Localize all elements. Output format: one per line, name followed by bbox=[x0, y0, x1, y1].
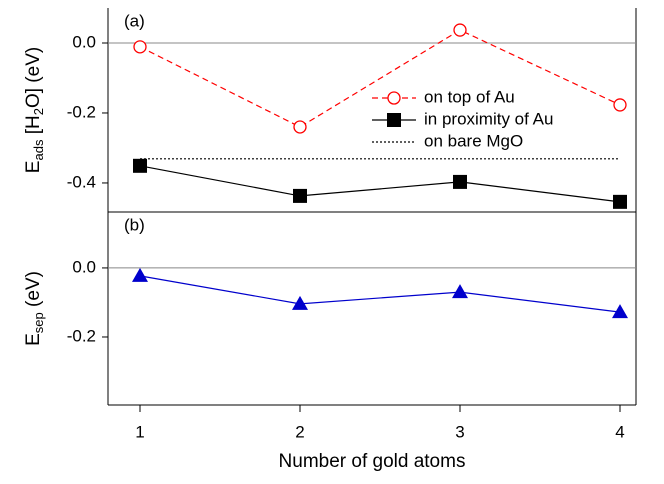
marker bbox=[613, 194, 627, 209]
legend-label: in proximity of Au bbox=[424, 109, 553, 128]
marker bbox=[452, 284, 468, 299]
y-tick-label: -0.2 bbox=[67, 102, 96, 121]
y-axis-label: Esep (eV) bbox=[23, 271, 46, 346]
x-tick-label: 1 bbox=[135, 422, 144, 441]
x-tick-label: 3 bbox=[455, 422, 464, 441]
marker bbox=[612, 304, 628, 319]
legend-marker bbox=[387, 113, 401, 127]
y-axis-label-part: [H bbox=[23, 115, 44, 139]
y-tick-label: -0.2 bbox=[67, 326, 96, 345]
y-axis-label: Eads [H2O] (eV) bbox=[23, 47, 46, 173]
y-axis-label-part: ads bbox=[31, 139, 46, 160]
x-tick-label: 4 bbox=[615, 422, 624, 441]
panel-label: (b) bbox=[124, 215, 145, 234]
marker bbox=[453, 174, 467, 189]
marker bbox=[133, 40, 147, 54]
x-tick-label: 2 bbox=[295, 422, 304, 441]
y-axis-label-part: E bbox=[23, 333, 44, 346]
marker bbox=[292, 295, 308, 310]
legend-marker bbox=[387, 91, 401, 105]
y-tick-label: -0.4 bbox=[67, 172, 96, 191]
y-axis-label-part: sep bbox=[31, 312, 46, 333]
marker bbox=[132, 267, 148, 282]
x-axis-label: Number of gold atoms bbox=[279, 451, 466, 472]
series-line bbox=[139, 165, 621, 203]
y-axis-label-part: (eV) bbox=[23, 271, 44, 312]
series-line bbox=[139, 275, 621, 313]
marker bbox=[453, 23, 467, 37]
legend-label: on bare MgO bbox=[424, 131, 523, 150]
y-axis-label-part: O] (eV) bbox=[23, 47, 44, 108]
y-axis-label-part: 2 bbox=[31, 108, 46, 115]
series-line bbox=[139, 29, 621, 128]
y-tick-label: 0.0 bbox=[72, 257, 96, 276]
marker bbox=[613, 98, 627, 112]
y-tick-label: 0.0 bbox=[72, 32, 96, 51]
y-axis-label-part: E bbox=[23, 161, 44, 174]
marker bbox=[293, 188, 307, 203]
legend-label: on top of Au bbox=[424, 87, 515, 106]
marker bbox=[293, 120, 307, 134]
panel-label: (a) bbox=[124, 11, 145, 30]
marker bbox=[133, 158, 147, 173]
